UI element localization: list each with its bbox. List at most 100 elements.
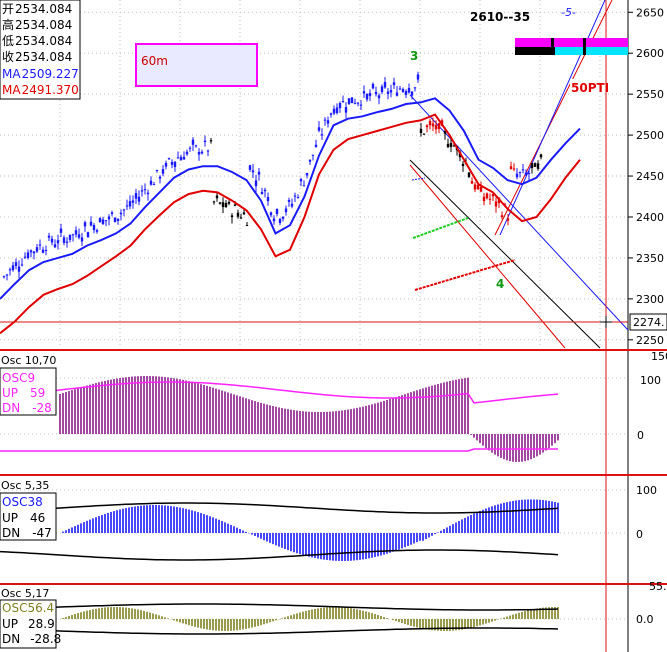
osc1-dn-value: -28 <box>32 401 52 415</box>
candle-body <box>272 218 276 222</box>
candle-body <box>308 159 312 162</box>
candle-body <box>446 143 450 148</box>
contract-label: 2610--35 <box>470 10 530 24</box>
osc2-up-value: 46 <box>30 511 45 525</box>
red-trend-line-1 <box>409 164 566 349</box>
candle-body <box>140 190 144 192</box>
osc1-axis-tick-150: 150 <box>651 350 667 363</box>
candle-body <box>374 91 378 95</box>
candle-body <box>137 196 141 202</box>
candle-body <box>200 151 204 154</box>
candle-body <box>377 95 381 99</box>
candle-body <box>257 171 261 175</box>
candle-body <box>29 250 33 253</box>
candle-body <box>251 170 255 173</box>
candle-body <box>218 202 222 204</box>
osc2-axis-tick-100: 100 <box>636 484 657 497</box>
osc1-up-value: 59 <box>30 386 45 400</box>
ma1-label: MA <box>2 67 21 81</box>
candle-body <box>215 195 219 199</box>
candle-body <box>431 123 435 127</box>
candle-body <box>398 88 402 90</box>
candle-body <box>62 237 66 243</box>
ma-long-line <box>0 113 581 335</box>
candle-body <box>191 139 195 145</box>
osc3-dn-label: DN <box>2 632 20 646</box>
candle-body <box>425 125 429 128</box>
candle-body <box>326 120 330 124</box>
axis-tick-label-2600: 2600 <box>636 47 664 60</box>
candle-body <box>197 151 201 155</box>
candle-body <box>392 82 396 86</box>
candle-body <box>437 123 441 129</box>
candle-body <box>152 184 156 186</box>
candle-body <box>359 104 363 106</box>
candle-body <box>296 197 300 199</box>
timeframe-label: 60m <box>141 54 168 68</box>
candle-body <box>11 265 15 271</box>
osc2-name: OSC38 <box>2 495 43 509</box>
candle-body <box>380 86 384 93</box>
candle-body <box>266 196 270 202</box>
candle-body <box>170 161 174 165</box>
candle-body <box>209 140 213 142</box>
candle-body <box>449 142 453 147</box>
candle-body <box>221 202 225 208</box>
osc3-up-row: UP 28.9 <box>2 617 55 631</box>
candle-body <box>206 150 210 152</box>
candle-body <box>122 209 126 211</box>
candle-body <box>344 107 348 113</box>
candle-body <box>383 81 387 88</box>
close-label: 收 <box>2 50 14 64</box>
ma1-value: 2509.227 <box>22 67 79 81</box>
black-trend-line <box>409 159 601 349</box>
candle-body <box>14 262 18 267</box>
candle-body <box>332 108 336 114</box>
candle-body <box>488 198 492 200</box>
cyan-signal-bar <box>515 47 628 55</box>
marker-tick-2 <box>583 38 586 55</box>
moving-average-lines <box>0 97 581 335</box>
candle-body <box>44 249 48 251</box>
osc2-title: Osc 5,35 <box>1 479 49 492</box>
axis-tick-label-2250: 2250 <box>636 334 664 347</box>
pti-label-box <box>570 79 604 95</box>
cursor-price-label: 2274. <box>633 316 665 329</box>
candle-body <box>38 244 42 246</box>
wave-4-label: 4 <box>496 277 504 291</box>
osc38-upper-line <box>0 502 559 514</box>
candle-body <box>533 163 537 167</box>
candle-body <box>47 235 51 238</box>
candle-body <box>248 165 252 170</box>
candle-body <box>230 215 234 218</box>
axis-tick-label-2650: 2650 <box>636 6 664 19</box>
candle-body <box>479 186 483 192</box>
candle-body <box>74 230 78 235</box>
osc1-axis-tick-100: 100 <box>640 374 661 387</box>
cursor-crosshair-icon[interactable] <box>600 316 612 328</box>
osc1-up-label: UP <box>2 386 18 400</box>
candle-body <box>443 131 447 134</box>
candle-body <box>299 179 303 182</box>
candle-body <box>281 216 285 219</box>
candle-body <box>452 145 456 147</box>
pti-label: 50PTI <box>571 81 609 95</box>
candle-body <box>335 107 339 113</box>
candle-body <box>104 220 108 222</box>
candle-body <box>293 195 297 197</box>
candle-body <box>134 193 138 199</box>
candle-body <box>305 172 309 176</box>
osc3-axis-tick-55: 55. <box>649 580 667 593</box>
osc2-dn-row: DN -47 <box>2 526 52 540</box>
osc2-up-row: UP 46 <box>2 511 45 525</box>
osc38-histogram <box>62 499 559 561</box>
candle-body <box>356 102 360 104</box>
candle-body <box>461 163 465 167</box>
timeframe-box[interactable] <box>135 43 258 87</box>
candle-body <box>146 192 150 195</box>
osc38-lower-line <box>0 549 559 561</box>
candle-body <box>476 184 480 190</box>
candle-body <box>275 209 279 215</box>
candle-body <box>401 89 405 92</box>
